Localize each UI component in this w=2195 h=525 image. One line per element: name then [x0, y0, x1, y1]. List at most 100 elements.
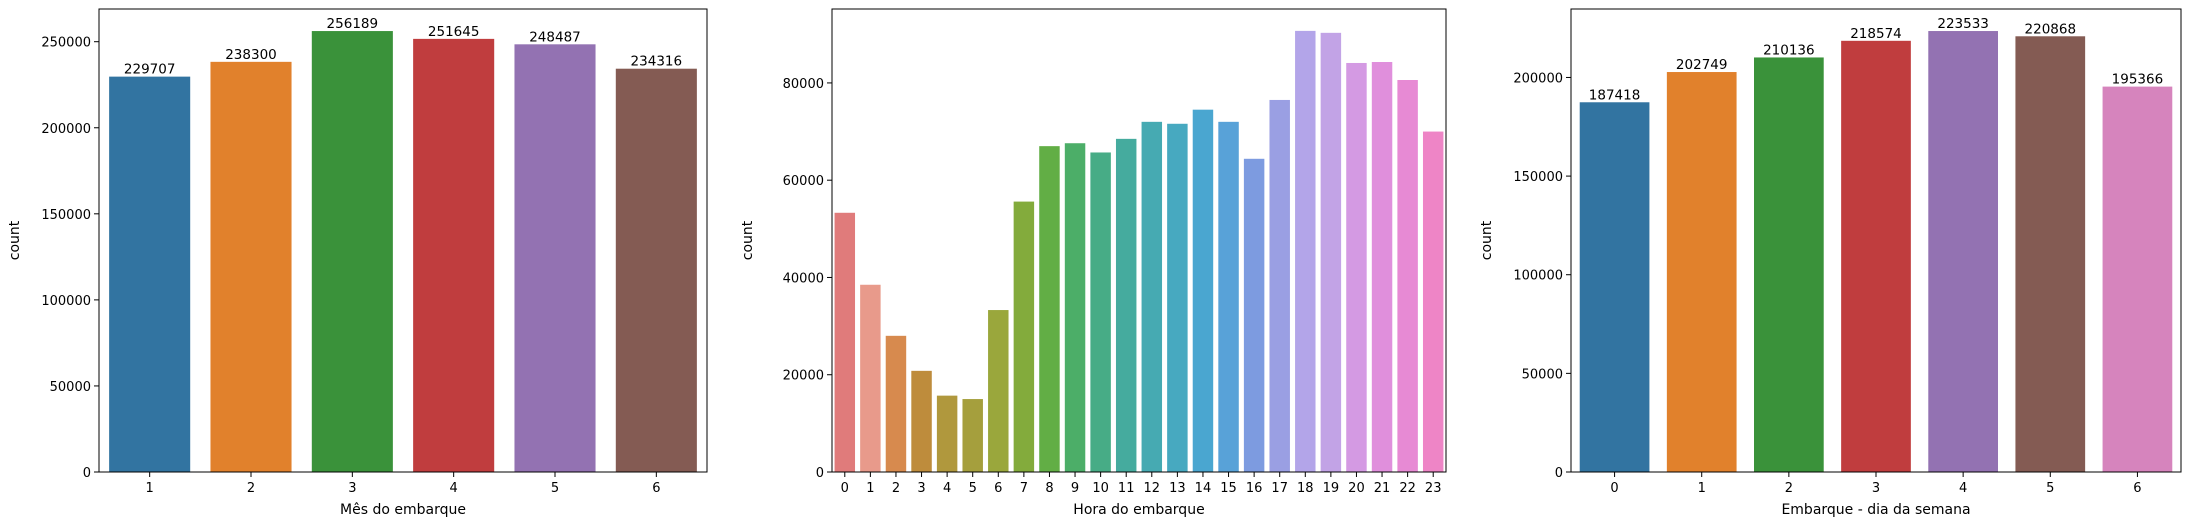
bar-2 [1754, 57, 1824, 473]
y-axis-label: count [740, 220, 756, 260]
bar-23 [1422, 131, 1444, 472]
bar-12 [1141, 121, 1163, 472]
bar-14 [1192, 109, 1214, 473]
bar-value-label: 210136 [1763, 42, 1815, 58]
x-tick-label: 9 [1071, 481, 1079, 496]
bar-1 [860, 284, 881, 472]
bar-7 [1013, 201, 1035, 472]
x-tick-label: 21 [1374, 481, 1391, 496]
x-tick-label: 2 [247, 481, 255, 496]
bar-2 [210, 61, 292, 473]
bar-16 [1243, 158, 1265, 473]
x-tick-label: 0 [841, 481, 849, 496]
x-tick-label: 2 [892, 481, 900, 496]
bar-value-label: 238300 [225, 47, 277, 63]
bar-3 [911, 370, 932, 472]
y-tick-label: 50000 [1522, 367, 1563, 382]
y-tick-label: 100000 [1513, 269, 1563, 284]
bar-19 [1320, 32, 1342, 472]
x-tick-label: 18 [1297, 481, 1314, 496]
x-axis-label: Mês do embarque [340, 502, 466, 518]
y-tick-label: 0 [1555, 466, 1563, 481]
bar-10 [1090, 152, 1111, 472]
y-tick-label: 60000 [783, 174, 824, 189]
bar-20 [1346, 62, 1367, 472]
bar-value-label: 229707 [124, 62, 176, 78]
bar-value-label: 187418 [1589, 87, 1641, 103]
x-tick-label: 15 [1220, 481, 1237, 496]
x-tick-label: 4 [1959, 481, 1967, 496]
x-tick-label: 7 [1020, 481, 1028, 496]
bar-22 [1397, 80, 1418, 472]
y-tick-label: 150000 [1513, 170, 1563, 185]
x-tick-label: 16 [1246, 481, 1263, 496]
y-axis-label: count [1479, 220, 1495, 260]
bar-5 [962, 399, 983, 472]
bar-value-label: 195366 [2112, 72, 2164, 88]
x-tick-label: 6 [994, 481, 1002, 496]
y-tick-label: 150000 [41, 208, 91, 223]
bar-4 [413, 38, 495, 473]
bar-value-label: 202749 [1676, 57, 1728, 73]
bar-11 [1115, 138, 1137, 472]
bar-value-label: 223533 [1937, 16, 1989, 32]
x-tick-label: 4 [943, 481, 951, 496]
y-tick-label: 20000 [783, 369, 824, 384]
bar-0 [1579, 102, 1650, 473]
bar-18 [1295, 30, 1316, 472]
x-axis-label: Hora do embarque [1073, 502, 1204, 518]
bar-3 [311, 31, 393, 473]
x-tick-label: 2 [1785, 481, 1793, 496]
bar-4 [1928, 31, 1998, 473]
bar-2 [885, 335, 907, 472]
chart-panel-2: 0 1 2 3 4 5 6 7 8 9 10 11 12 13 14 15 16 17 18 19 20 21 22 2302… [740, 8, 1447, 518]
y-axis-label: count [7, 220, 23, 260]
bar-6 [615, 68, 697, 472]
x-tick-label: 3 [1872, 481, 1880, 496]
y-tick-label: 200000 [1513, 71, 1563, 86]
bar-value-label: 256189 [327, 16, 379, 32]
x-tick-label: 1 [1698, 481, 1706, 496]
plot-frame [831, 8, 1447, 473]
bar-1 [1666, 72, 1737, 472]
bar-value-label: 234316 [631, 54, 683, 70]
x-axis-label: Embarque - dia da semana [1781, 502, 1970, 518]
bar-5 [514, 44, 596, 473]
bar-6 [2102, 86, 2173, 472]
bar-13 [1167, 123, 1188, 472]
y-tick-label: 40000 [783, 271, 824, 286]
x-tick-label: 8 [1045, 481, 1053, 496]
x-tick-label: 1 [146, 481, 154, 496]
chart-panel-3: 187418 202749 210136 218574 223533 220868 1953… [1479, 8, 2182, 518]
bar-4 [936, 395, 958, 472]
x-tick-label: 23 [1425, 481, 1442, 496]
bar-1 [109, 76, 191, 472]
bar-value-label: 251645 [428, 24, 480, 40]
y-tick-label: 100000 [41, 294, 91, 309]
bar-3 [1841, 40, 1911, 473]
x-tick-label: 17 [1271, 481, 1288, 496]
x-tick-label: 22 [1399, 481, 1416, 496]
x-tick-label: 10 [1092, 481, 1109, 496]
x-tick-label: 11 [1118, 481, 1135, 496]
x-tick-label: 5 [969, 481, 977, 496]
y-tick-label: 250000 [41, 36, 91, 51]
bar-15 [1218, 121, 1239, 472]
bar-17 [1269, 99, 1290, 472]
bar-value-label: 248487 [529, 29, 581, 45]
x-tick-label: 3 [917, 481, 925, 496]
x-tick-label: 13 [1169, 481, 1186, 496]
bar-5 [2015, 36, 2086, 472]
x-tick-label: 6 [2133, 481, 2141, 496]
y-tick-label: 0 [83, 466, 91, 481]
y-tick-label: 200000 [41, 122, 91, 137]
bar-value-label: 218574 [1850, 26, 1902, 42]
x-tick-label: 20 [1348, 481, 1365, 496]
x-tick-label: 14 [1195, 481, 1212, 496]
x-tick-label: 0 [1610, 481, 1618, 496]
bar-9 [1064, 143, 1086, 473]
bar-6 [988, 310, 1009, 472]
plot-frame [98, 8, 708, 473]
x-tick-label: 1 [866, 481, 874, 496]
bar-21 [1371, 62, 1393, 472]
